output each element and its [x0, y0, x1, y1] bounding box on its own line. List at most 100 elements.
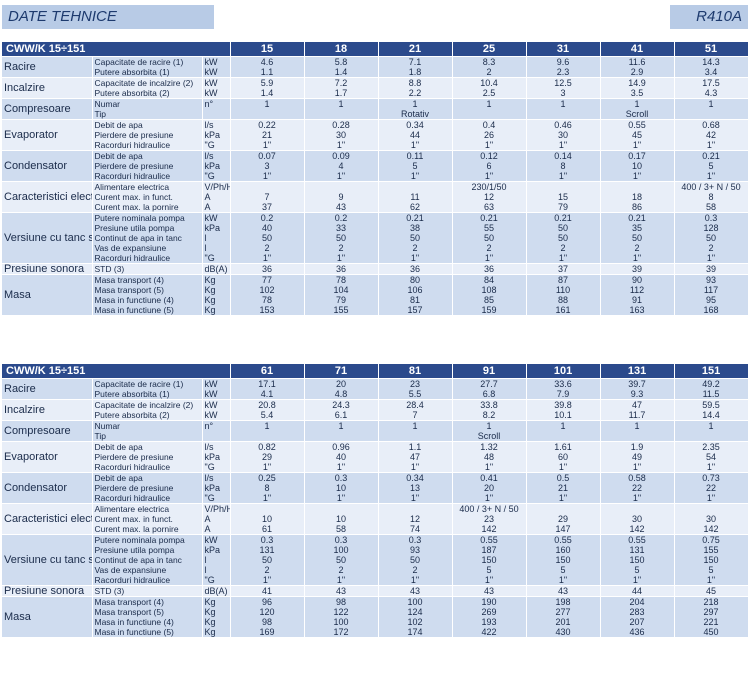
value-cell: 1": [600, 575, 675, 586]
value-cell: 1": [230, 140, 305, 151]
parameter-label: Debit de apa: [92, 441, 203, 452]
value-cell: 3.5: [600, 88, 675, 99]
value-cell: 1": [230, 493, 305, 504]
value-cell: 2: [230, 243, 305, 253]
value-cell: 1.8: [378, 67, 453, 78]
spec-row: Masa in functiune (5) Kg 153 155 157 159 161 16…: [2, 305, 749, 315]
spec-row: Condensator Debit de apa l/s 0.07 0.09 0.11 0.…: [2, 150, 749, 182]
value-cell: 50: [526, 223, 601, 233]
value-cell: 0.96: [304, 441, 379, 452]
category-label: Compresoare: [2, 98, 93, 120]
value-cell: 1": [230, 575, 305, 586]
value-cell: 1": [674, 462, 749, 473]
value-cell: 14.9: [600, 77, 675, 88]
value-cell: 2.35: [674, 441, 749, 452]
value-cell: 5: [378, 161, 453, 171]
value-cell: 0.2: [304, 212, 379, 223]
value-cell: 400 / 3+ N / 50: [452, 503, 527, 514]
parameter-label: Continut de apa in tanc: [92, 233, 203, 243]
value-cell: 1": [526, 253, 601, 264]
value-cell: 153: [230, 305, 305, 315]
spec-row: Masa Masa transport (4) Kg 77 78 80 84 87 90 93: [2, 274, 749, 315]
value-cell: 11.7: [600, 410, 675, 421]
category-label: Incalzire: [2, 399, 93, 421]
value-cell: 63: [452, 202, 527, 213]
value-cell: 0.21: [600, 212, 675, 223]
value-cell: 2.9: [600, 67, 675, 78]
parameter-label: Pierdere de presiune: [92, 483, 203, 493]
value-cell: 96: [230, 596, 305, 607]
value-cell: [304, 181, 379, 192]
value-cell: 6.1: [304, 410, 379, 421]
parameter-label: Vas de expansiune: [92, 565, 203, 575]
value-cell: 21: [526, 483, 601, 493]
value-cell: 102: [378, 617, 453, 627]
parameter-label: Putere absorbita (1): [92, 67, 203, 78]
parameter-label: Racorduri hidraulice: [92, 140, 203, 151]
spec-row: Racorduri hidraulice "G 1" 1" 1" 1" 1" 1" 1": [2, 171, 749, 182]
spec-row: Masa in functiune (4) Kg 98 100 102 193 201 207…: [2, 617, 749, 627]
category-label: Racire: [2, 56, 93, 78]
value-cell: 11.5: [674, 389, 749, 400]
value-cell: 23: [378, 378, 453, 389]
unit-label: A: [202, 514, 231, 524]
model-number: 61: [230, 364, 305, 379]
value-cell: 0.55: [526, 534, 601, 545]
parameter-label: STD (3): [92, 585, 203, 597]
unit-label: kPa: [202, 130, 231, 140]
parameter-label: Debit de apa: [92, 472, 203, 483]
value-cell: 1": [674, 575, 749, 586]
unit-label: l: [202, 243, 231, 253]
parameter-label: Putere absorbita (2): [92, 88, 203, 99]
unit-label: A: [202, 524, 231, 535]
parameter-label: Racorduri hidraulice: [92, 462, 203, 473]
value-cell: 4.3: [674, 88, 749, 99]
value-cell: 1": [304, 253, 379, 264]
unit-label: l/s: [202, 119, 231, 130]
value-cell: 23: [452, 514, 527, 524]
value-cell: 2.2: [378, 88, 453, 99]
unit-label: Kg: [202, 607, 231, 617]
value-cell: 100: [304, 545, 379, 555]
value-cell: 0.58: [600, 472, 675, 483]
spec-row: Versiune cu tanc si pompaPutere nominala…: [2, 534, 749, 586]
value-cell: 43: [304, 585, 379, 597]
value-cell: 1": [378, 575, 453, 586]
value-cell: 168: [674, 305, 749, 315]
value-cell: 1": [378, 171, 453, 182]
spec-row: Pierdere de presiune kPa 21 30 44 26 30 45 42: [2, 130, 749, 140]
value-cell: 13: [378, 483, 453, 493]
spec-row: Pierdere de presiune kPa 3 4 5 6 8 10 5: [2, 161, 749, 171]
value-cell: 30: [526, 130, 601, 140]
value-cell: 155: [304, 305, 379, 315]
value-cell: 1": [378, 462, 453, 473]
value-cell: 5.8: [304, 56, 379, 67]
value-cell: 193: [452, 617, 527, 627]
unit-label: [202, 431, 231, 442]
value-cell: 277: [526, 607, 601, 617]
value-cell: 0.82: [230, 441, 305, 452]
value-cell: 30: [674, 514, 749, 524]
value-cell: 50: [600, 233, 675, 243]
value-cell: 8.8: [378, 77, 453, 88]
value-cell: 14.4: [674, 410, 749, 421]
category-label: Caracteristici electrice: [2, 503, 93, 535]
value-cell: 0.3: [304, 472, 379, 483]
value-cell: 1": [304, 462, 379, 473]
value-cell: 8.3: [452, 56, 527, 67]
value-cell: 187: [452, 545, 527, 555]
unit-label: kPa: [202, 452, 231, 462]
value-cell: 4.1: [230, 389, 305, 400]
value-cell: 41: [230, 585, 305, 597]
value-cell: 142: [452, 524, 527, 535]
value-cell: 269: [452, 607, 527, 617]
value-cell: 1": [600, 140, 675, 151]
unit-label: Kg: [202, 285, 231, 295]
value-cell: 6.8: [452, 389, 527, 400]
value-cell: 0.3: [230, 534, 305, 545]
unit-label: n°: [202, 98, 231, 109]
spec-row: Curent max. la pornire A 37 43 62 63 79 86 58: [2, 202, 749, 213]
value-cell: 4: [304, 161, 379, 171]
parameter-label: Racorduri hidraulice: [92, 253, 203, 264]
value-cell: 1": [452, 493, 527, 504]
